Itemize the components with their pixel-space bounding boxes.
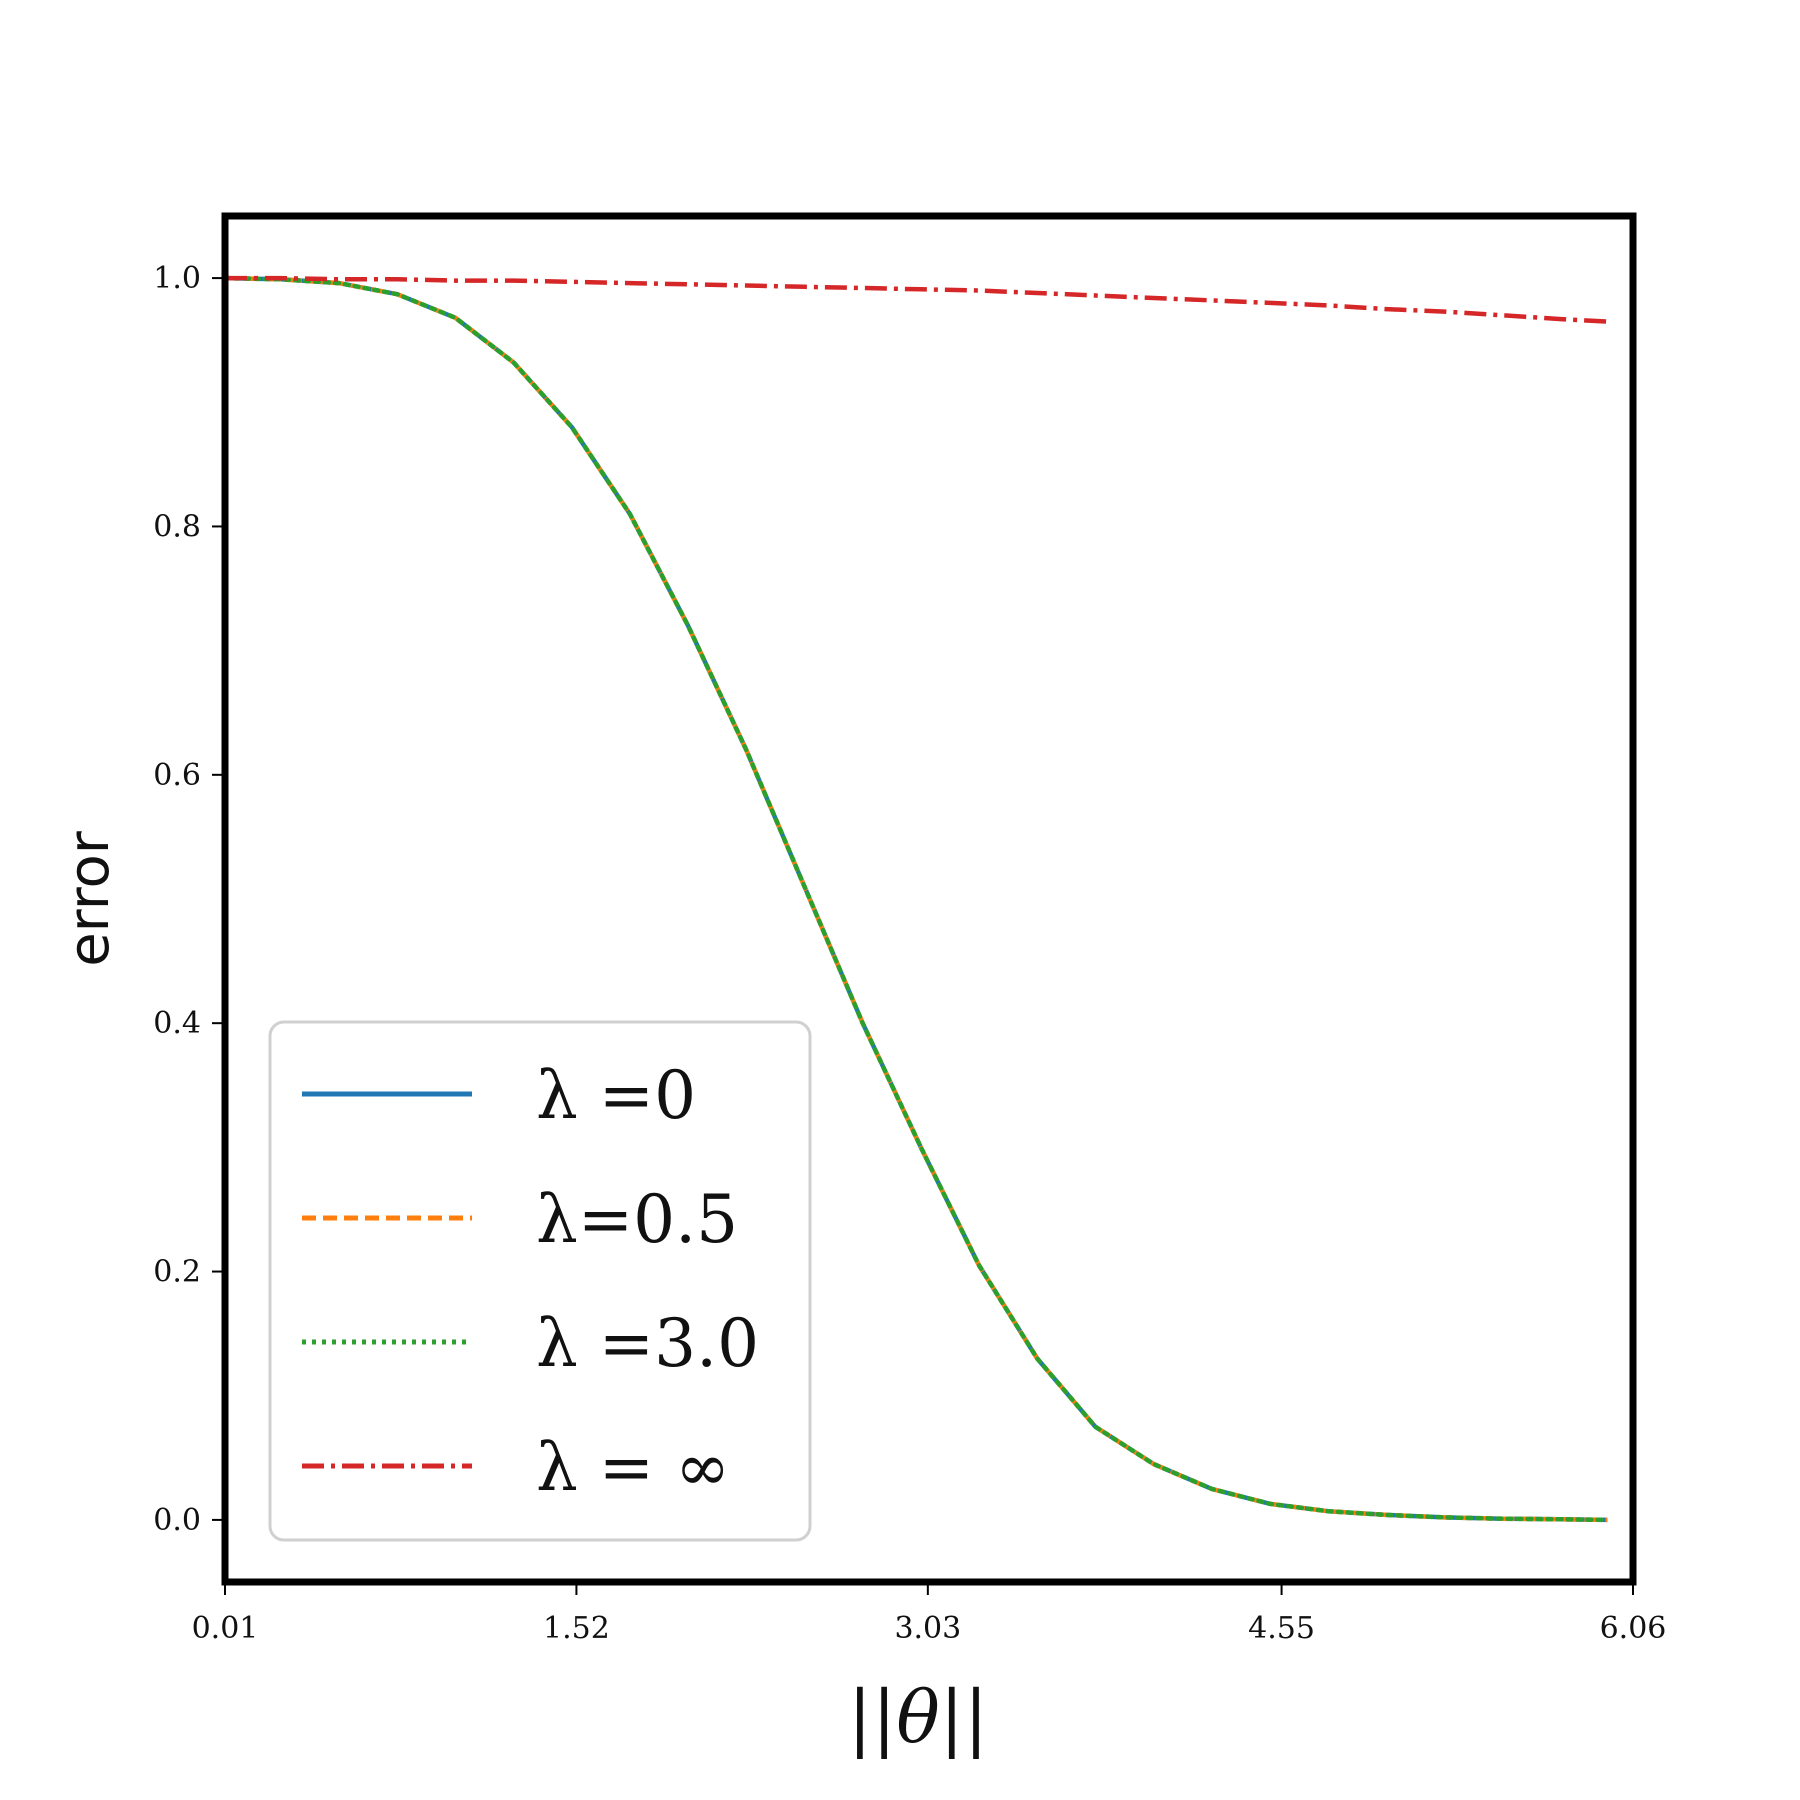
x-tick-label: 4.55 [1248,1611,1315,1646]
legend-label-0: λ =0 [536,1057,696,1134]
y-tick-label: 0.8 [153,509,201,544]
x-tick-label: 1.52 [543,1611,610,1646]
legend: λ =0 λ=0.5 λ =3.0 λ = ∞ [268,1020,812,1542]
legend-label-1: λ=0.5 [536,1181,738,1258]
x-tick-label: 0.01 [192,1611,259,1646]
series-line-3 [225,275,1608,324]
y-tick-label: 1.0 [153,261,201,296]
y-tick-label: 0.0 [153,1503,201,1538]
y-axis-label: error [57,830,122,967]
series-line-2 [222,275,1610,1523]
legend-label-2: λ =3.0 [536,1305,759,1382]
legend-box [268,1020,812,1542]
y-tick-label: 0.2 [153,1255,201,1290]
ticks: 0.01 1.52 3.03 4.55 6.06 0.0 0.2 0.4 0.6 0.8 1.0 [153,261,1666,1646]
x-tick-label: 6.06 [1600,1611,1667,1646]
y-tick-label: 0.4 [153,1006,201,1041]
y-tick-label: 0.6 [153,758,201,793]
x-axis-label: ||θ|| [848,1675,988,1759]
x-tick-label: 3.03 [894,1611,961,1646]
axes-frame [221,212,1637,1586]
plot-lines [222,275,1610,1523]
legend-label-3: λ = ∞ [536,1429,730,1506]
